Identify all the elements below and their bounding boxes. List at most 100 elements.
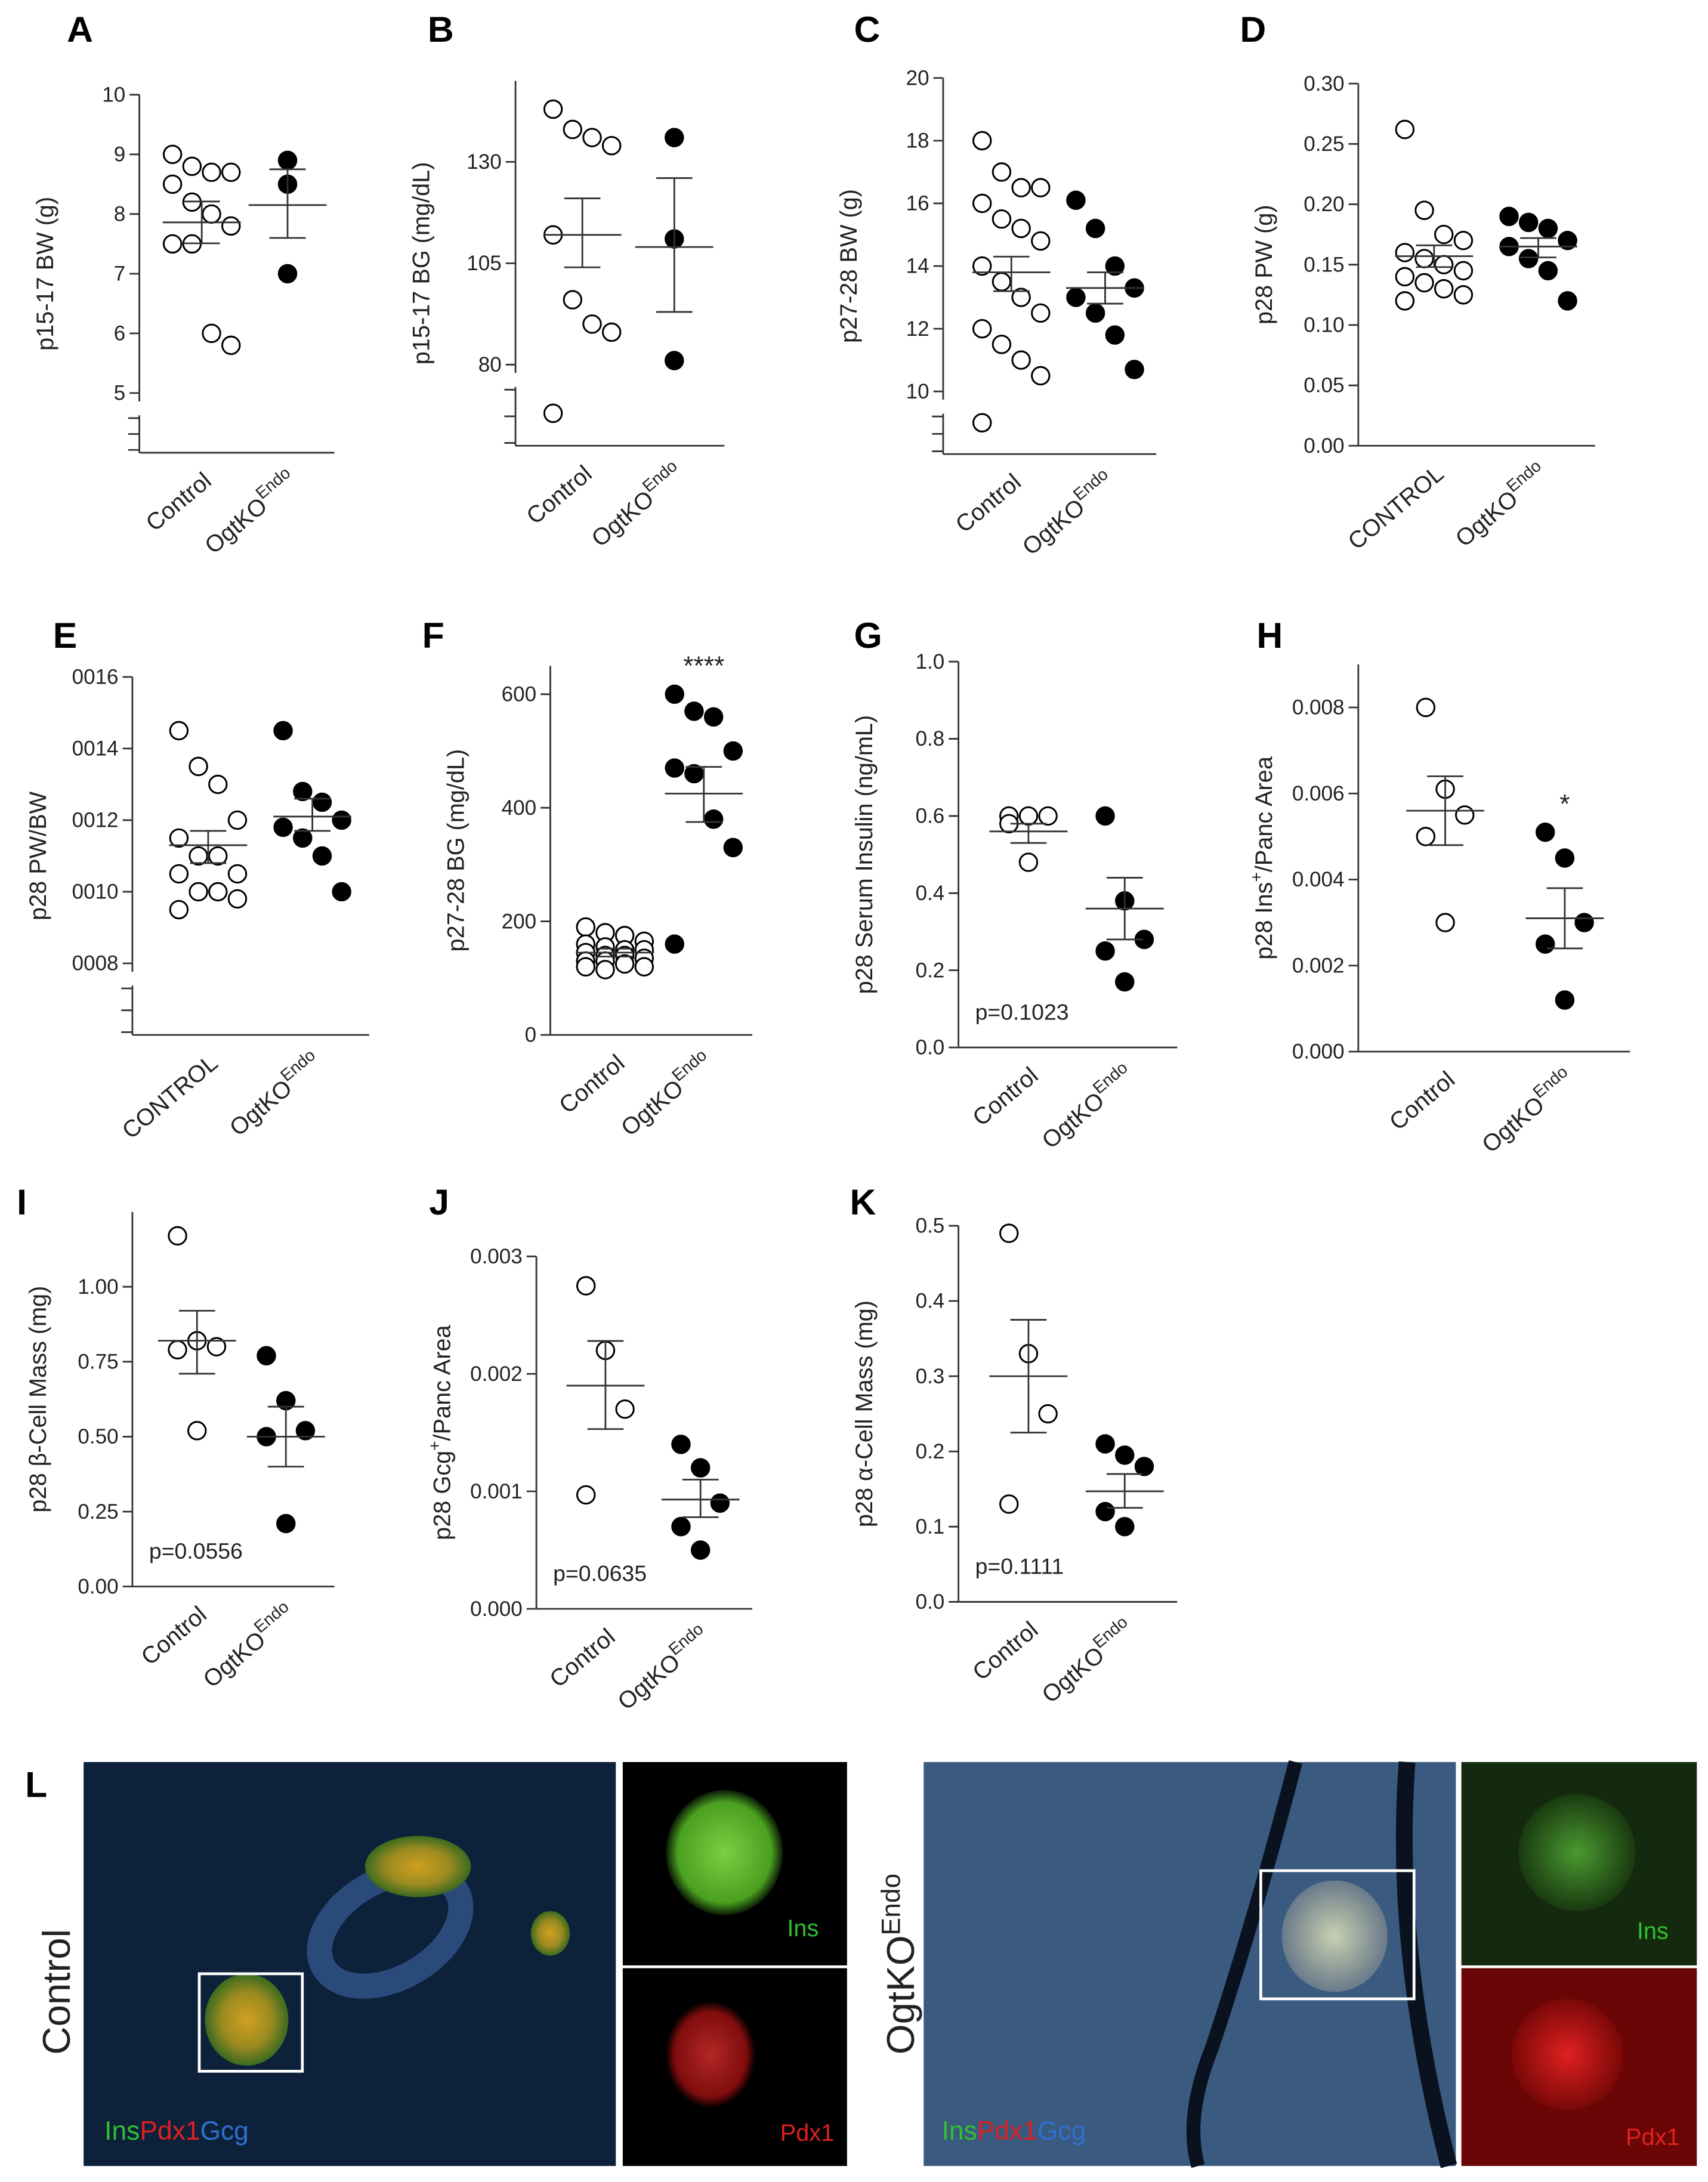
y-tick-label: 0	[525, 1024, 536, 1047]
y-axis-label: p28 Serum Insulin (ng/mL)	[851, 715, 878, 994]
x-tick-label: OgtKOEndo	[1014, 465, 1120, 560]
data-point	[543, 99, 563, 119]
tissue-gap	[1395, 1761, 1457, 2168]
data-point	[332, 882, 351, 902]
panel: J 0.000 0.001 0.002 0.003 p28 Gcg+/Panc Area C…	[425, 1182, 753, 1715]
data-point	[999, 1223, 1019, 1243]
data-point	[208, 774, 228, 795]
x-tick-label: Control	[968, 1617, 1043, 1686]
data-point	[703, 809, 724, 829]
y-axis-label: p27-28 BG (mg/dL)	[443, 749, 470, 952]
micrograph-tint	[84, 1761, 616, 2166]
panel: K 0.0 0.1 0.2 0.3 0.4 0.5 p28 α-Cell Mass (mg) C…	[850, 1182, 1178, 1708]
y-tick-label: 0.50	[78, 1425, 118, 1448]
p-value: p=0.0556	[149, 1538, 243, 1563]
data-point	[576, 1485, 596, 1505]
y-tick-label: 1.00	[78, 1275, 118, 1299]
inset-box	[1259, 1869, 1416, 2001]
y-axis-label-part: +	[425, 1441, 444, 1451]
y-axis-label-part: +	[1247, 872, 1266, 882]
data-point	[162, 174, 183, 194]
y-tick-label: 0.30	[1304, 72, 1344, 95]
x-tick-label: Control	[141, 467, 216, 536]
data-point	[221, 216, 241, 236]
x-tick-label: CONTROL	[117, 1050, 223, 1144]
data-point	[665, 351, 684, 370]
data-point	[1095, 1501, 1115, 1522]
islet	[1511, 1998, 1623, 2110]
data-point	[992, 209, 1012, 229]
y-tick-label: 10	[102, 83, 125, 106]
data-point	[277, 150, 298, 171]
data-point	[1011, 288, 1031, 307]
y-tick-label: 0.10	[1304, 314, 1344, 337]
data-point	[576, 957, 595, 976]
y-axis-label: p28 Gcg+/Panc Area	[425, 1324, 455, 1540]
y-tick-label: 0.75	[78, 1350, 118, 1374]
data-point	[972, 131, 992, 151]
x-tick-label: OgtKOEndo	[1447, 456, 1553, 552]
y-tick-label: 0.2	[916, 959, 945, 982]
significance: *	[1559, 789, 1570, 818]
y-tick-label: 0014	[72, 737, 119, 761]
data-point	[563, 290, 583, 310]
x-tick-label-text: Control	[950, 469, 1026, 538]
x-tick-label-text: Control	[521, 460, 597, 530]
data-point	[1011, 178, 1031, 197]
y-axis-label: p28 PW/BW	[25, 791, 51, 920]
x-tick-label-text: Control	[968, 1617, 1043, 1686]
y-tick-label: 130	[467, 150, 501, 174]
data-point	[1395, 291, 1415, 311]
group-label: OgtKOEndo	[877, 1874, 922, 2054]
data-point	[168, 1340, 187, 1359]
islet	[205, 1973, 289, 2066]
y-tick-label: 0008	[72, 952, 119, 975]
y-axis-label-part: /Panc Area	[429, 1324, 455, 1441]
x-tick-label: OgtKOEndo	[1034, 1612, 1139, 1708]
data-point	[273, 721, 293, 741]
data-point	[295, 1421, 316, 1441]
panel: B 80 105 130 p15-17 BG (mg/dL) ControlOgtKOEn…	[408, 9, 725, 552]
panel: E 0008 0010 0012 0014 0016 p28 PW/BW CONTROL Ogt…	[25, 615, 369, 1144]
x-tick-label: OgtKOEndo	[1034, 1058, 1139, 1154]
y-tick-label: 20	[906, 66, 929, 89]
vessel	[307, 1859, 474, 1999]
panel-letter: C	[854, 9, 881, 50]
data-point	[1453, 261, 1474, 281]
data-point	[710, 1493, 730, 1513]
data-point	[206, 1337, 227, 1356]
data-point	[1095, 941, 1115, 961]
y-tick-label: 200	[502, 910, 536, 933]
data-point	[293, 828, 313, 848]
data-point	[1535, 822, 1555, 842]
islet	[530, 1911, 570, 1956]
y-tick-label: 0.001	[470, 1480, 523, 1503]
y-tick-label: 0.006	[1292, 782, 1345, 805]
y-tick-label: 10	[906, 380, 929, 403]
data-point	[1414, 249, 1434, 268]
p-value: p=0.1023	[975, 999, 1069, 1024]
data-point	[293, 781, 313, 802]
y-axis-label-part: /Panc Area	[1251, 756, 1277, 872]
data-point	[1395, 119, 1415, 140]
y-tick-label: 0016	[72, 666, 119, 689]
data-point	[221, 335, 241, 356]
y-tick-label: 0.002	[470, 1362, 523, 1386]
panel-letter: A	[67, 9, 93, 50]
data-point	[1574, 913, 1594, 932]
panel-l: L InsPdx1Gcg Ins Pdx1 Control InsPdx1Gcg…	[25, 1760, 1697, 2168]
data-point	[1535, 934, 1555, 954]
x-tick-label: Control	[521, 460, 597, 530]
data-point	[563, 119, 583, 140]
data-point	[1414, 200, 1434, 220]
y-tick-label: 0.008	[1292, 696, 1345, 719]
y-axis-label: p28 α-Cell Mass (mg)	[851, 1300, 878, 1527]
data-point	[671, 1517, 691, 1537]
y-tick-label: 0.002	[1292, 954, 1345, 977]
y-tick-label: 0.20	[1304, 193, 1344, 216]
data-point	[169, 900, 189, 920]
data-point	[273, 817, 293, 837]
data-point	[1395, 267, 1415, 287]
